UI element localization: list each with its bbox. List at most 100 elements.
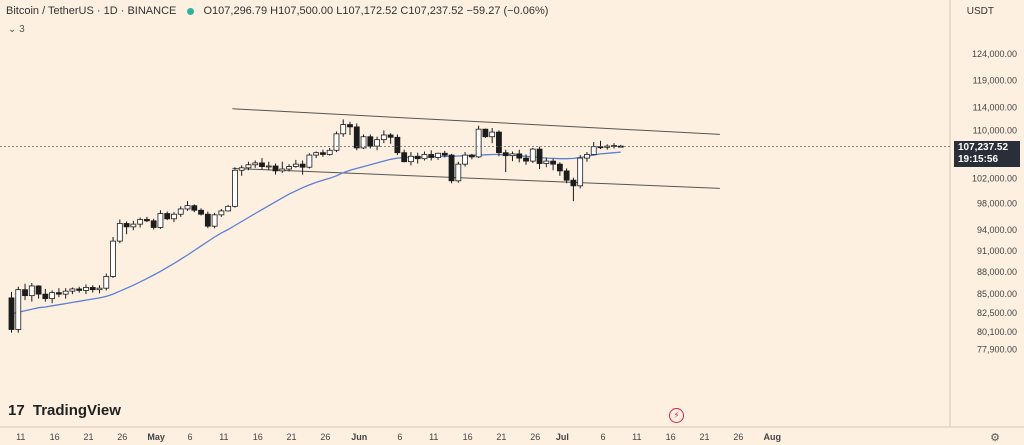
tradingview-logo-icon: 17 — [8, 402, 25, 419]
tradingview-logo[interactable]: 17 TradingView — [8, 402, 121, 419]
candle-body — [137, 219, 144, 225]
candle — [428, 150, 435, 161]
candle-body — [8, 297, 15, 330]
candle-body — [96, 287, 103, 291]
candle — [42, 288, 49, 302]
candle-body — [380, 134, 387, 141]
candle-body — [320, 152, 326, 155]
candle — [421, 151, 428, 161]
candle-body — [103, 276, 110, 289]
candle-body — [421, 154, 428, 160]
candle — [259, 158, 265, 170]
candle-body — [455, 163, 462, 182]
gear-icon[interactable]: ⚙ — [990, 432, 1000, 444]
candle-body — [496, 131, 502, 154]
currency-label[interactable]: USDT — [966, 6, 994, 17]
candle — [462, 152, 468, 167]
indicators-toggle[interactable]: ⌄ 3 — [8, 24, 25, 35]
candle — [394, 134, 401, 156]
symbol-title[interactable]: Bitcoin / TetherUS · 1D · BINANCE — [6, 5, 177, 17]
candle-body — [590, 146, 597, 155]
candle-body — [333, 133, 340, 151]
candle — [475, 125, 482, 159]
x-tick-label: 21 — [700, 432, 710, 442]
candle-body — [584, 154, 590, 159]
y-tick-label: 82,500.00 — [977, 308, 1017, 318]
candle — [232, 167, 238, 208]
candle — [360, 134, 367, 150]
candle-body — [414, 155, 421, 160]
candle — [306, 153, 313, 169]
y-tick-label: 94,000.00 — [977, 225, 1017, 235]
candle — [55, 288, 62, 298]
candle-body — [529, 148, 536, 162]
candle-body — [448, 154, 455, 182]
candle — [69, 287, 76, 295]
candle — [211, 212, 218, 229]
candle-body — [232, 169, 238, 207]
candle — [83, 284, 89, 295]
candle-body — [28, 285, 35, 297]
last-price-tag: 107,237.52 19:15:56 — [954, 141, 1020, 167]
candle — [320, 149, 326, 157]
candle — [110, 236, 116, 278]
candle — [340, 119, 347, 137]
candle — [435, 152, 441, 160]
candle-body — [279, 168, 286, 172]
candle-body — [164, 213, 171, 220]
candle-body — [313, 152, 320, 156]
candle-body — [577, 157, 584, 187]
candle-body — [482, 128, 489, 138]
candle — [489, 128, 496, 144]
candle — [130, 220, 137, 231]
candle — [218, 208, 225, 217]
x-tick-label: Jun — [351, 432, 367, 442]
candle-body — [286, 166, 292, 170]
x-tick-label: 6 — [188, 432, 193, 442]
candle-body — [306, 154, 313, 168]
candle-body — [489, 131, 496, 138]
candle-body — [516, 153, 523, 159]
ohlc-readout: O107,296.79 H107,500.00 L107,172.52 C107… — [203, 5, 549, 17]
candle — [238, 165, 245, 176]
candle-body — [157, 213, 164, 228]
candle-body — [475, 128, 482, 158]
candle-body — [259, 162, 265, 167]
candle — [123, 221, 130, 235]
candle — [204, 211, 211, 229]
y-tick-label: 98,000.00 — [977, 199, 1017, 209]
candle — [28, 283, 35, 302]
candle-body — [123, 223, 130, 228]
chevron-down-icon[interactable]: ⌄ — [8, 24, 17, 35]
lightning-icon[interactable]: ⚡ — [669, 408, 684, 423]
chart-header: Bitcoin / TetherUS · 1D · BINANCE O107,2… — [6, 5, 548, 17]
candle — [164, 211, 171, 221]
candle — [367, 134, 374, 149]
candle-body — [198, 209, 204, 215]
candle — [137, 217, 144, 228]
y-tick-label: 85,000.00 — [977, 289, 1017, 299]
candle-body — [374, 139, 380, 147]
x-tick-label: 21 — [496, 432, 506, 442]
candle — [103, 273, 110, 291]
candle — [570, 177, 577, 202]
candle-body — [509, 153, 516, 157]
candle — [502, 149, 509, 173]
candle — [353, 123, 360, 151]
candle — [387, 133, 394, 144]
x-tick-label: 26 — [117, 432, 127, 442]
candle-body — [83, 287, 89, 291]
candle-body — [177, 208, 184, 215]
candle-body — [116, 223, 123, 242]
candle — [62, 288, 69, 299]
candle-body — [570, 179, 577, 187]
candle — [15, 286, 22, 333]
x-tick-label: 21 — [83, 432, 93, 442]
candle-body — [347, 124, 353, 128]
channel-lower-line — [232, 167, 720, 189]
candle-body — [62, 290, 69, 295]
candle-body — [225, 205, 232, 212]
candle-body — [292, 163, 299, 167]
candle-body — [245, 164, 252, 169]
